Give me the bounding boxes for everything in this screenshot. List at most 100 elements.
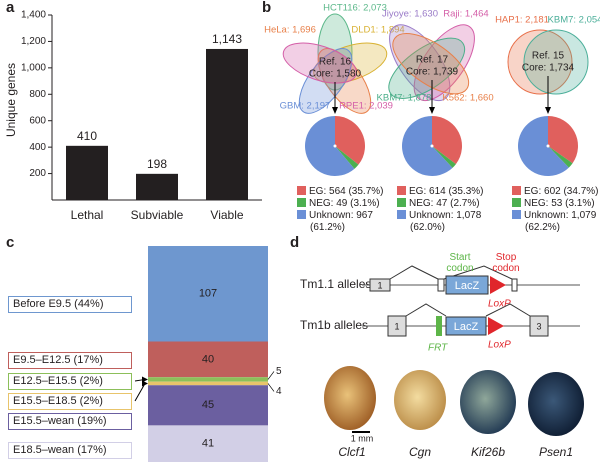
lacz: [445, 316, 487, 336]
venn-set-label: HAP1: 2,181: [495, 15, 549, 26]
arrow: [134, 383, 146, 402]
splice: [405, 303, 447, 317]
value-label: 107: [199, 288, 217, 300]
y-tick-label: 1,200: [21, 36, 46, 47]
legend-box: E18.5–wean (17%): [8, 442, 132, 459]
gene-label: Clcf1: [338, 445, 365, 459]
bar-segment: [148, 385, 268, 426]
y-axis-label: Unique genes: [4, 63, 18, 137]
x-tick-label: Subviable: [131, 208, 184, 222]
pie-slice: [432, 116, 462, 165]
value-label: 40: [202, 353, 214, 365]
legend-entry: EG: 602 (34.7%): [512, 186, 600, 198]
splice: [389, 265, 439, 280]
legend-label: EG: 602 (34.7%): [524, 186, 599, 197]
embryo: [460, 370, 516, 434]
arrow-head: [332, 107, 338, 114]
leader: [267, 383, 275, 392]
bar-segment: [148, 341, 268, 378]
bar: [206, 48, 248, 201]
pie-slice: [548, 116, 579, 164]
legend-entry: Unknown: 1,079 (62.2%): [512, 210, 600, 234]
venn-set: [523, 29, 589, 95]
venn-ref: Ref. 15: [532, 51, 565, 62]
leader: [267, 371, 275, 380]
loxp-label: LoxP: [488, 340, 511, 351]
venn-core: Core: 1,580: [309, 69, 362, 80]
gene-label: Cgn: [409, 445, 431, 459]
exon-label: 1: [377, 280, 382, 290]
bar: [136, 173, 178, 200]
venn-ref: Ref. 17: [416, 55, 449, 66]
venn-set: [388, 37, 466, 99]
pie-slice: [335, 116, 366, 165]
loxp: [490, 276, 506, 294]
lacz-label: LacZ: [455, 280, 480, 292]
venn-set-label: KBM7: 1,878: [377, 93, 432, 104]
embryo: [324, 366, 376, 430]
arrow-head: [429, 107, 435, 114]
gene-label: Psen1: [539, 445, 573, 459]
value-label: 410: [77, 129, 97, 143]
venn-set-label: Raji: 1,464: [443, 9, 488, 20]
arrow-head: [142, 380, 148, 387]
legend-box: Before E9.5 (44%): [8, 296, 132, 313]
legend-box: E15.5–wean (19%): [8, 413, 132, 430]
legend-entry: EG: 564 (35.7%): [297, 186, 410, 198]
legend-entry: NEG: 49 (3.1%): [297, 198, 410, 210]
value-label: 41: [202, 438, 214, 450]
gene-label: Kif26b: [471, 445, 505, 459]
legend-box: E9.5–E12.5 (17%): [8, 352, 132, 369]
y-tick-label: 1,000: [21, 62, 46, 73]
splice: [443, 265, 513, 280]
legend-entry: Unknown: 1,078 (62.0%): [397, 210, 510, 234]
legend-entry: NEG: 47 (2.7%): [397, 198, 510, 210]
lacz: [445, 275, 489, 295]
exon: [511, 278, 518, 292]
value-label: 5: [276, 366, 282, 377]
legend-swatch: [397, 210, 406, 219]
bar-segment: [148, 381, 268, 386]
legend-swatch: [512, 210, 521, 219]
loxp: [488, 317, 504, 335]
venn-core: Core: 1,734: [522, 63, 575, 74]
exon-label: 1: [394, 321, 399, 331]
venn-set: [282, 42, 357, 84]
venn-set: [389, 24, 451, 102]
embryo: [394, 370, 446, 430]
legend-entry: NEG: 53 (3.1%): [512, 198, 600, 210]
y-tick-label: 800: [29, 89, 46, 100]
value-label: 45: [202, 399, 214, 411]
pie-slice: [402, 116, 453, 176]
value-label: 198: [147, 157, 167, 171]
venn-ref: Ref. 16: [319, 57, 352, 68]
venn-set-label: Jiyoye: 1,630: [382, 9, 438, 20]
panel-label: a: [6, 0, 15, 16]
stop-codon-label: Stop codon: [492, 252, 520, 274]
legend-label: EG: 564 (35.7%): [309, 186, 384, 197]
value-label: 1,143: [212, 32, 242, 46]
exon: [529, 315, 549, 337]
legend-label: NEG: 49 (3.1%): [309, 198, 380, 209]
venn-core: Core: 1,739: [406, 67, 459, 78]
legend-entry: Unknown: 967 (61.2%): [297, 210, 410, 234]
legend-swatch: [512, 198, 521, 207]
pie-center: [430, 144, 434, 148]
legend-swatch: [297, 210, 306, 219]
frt: [436, 316, 442, 336]
allele-diagram: Tm1.1 alleles 1 LacZ LoxP Tm1b alleles 1…: [300, 265, 580, 354]
arrow-head: [545, 107, 551, 114]
legend-swatch: [397, 186, 406, 195]
panel-label: b: [262, 0, 271, 16]
venn-set-label: GBM: 2,197: [280, 101, 331, 112]
legend-box: E12.5–E15.5 (2%): [8, 373, 132, 390]
pie-slice: [518, 116, 569, 176]
splice: [485, 303, 531, 317]
allele-label: Tm1b alleles: [300, 318, 368, 332]
exon-label: 3: [536, 321, 541, 331]
bar-segment: [148, 425, 268, 462]
venn-set-label: RPE1: 2,039: [339, 101, 393, 112]
embryo-photos: 1 mm Clcf1 Cgn Kif26b Psen1: [324, 366, 584, 459]
legend-label: Unknown: 1,079 (62.2%): [524, 210, 597, 233]
